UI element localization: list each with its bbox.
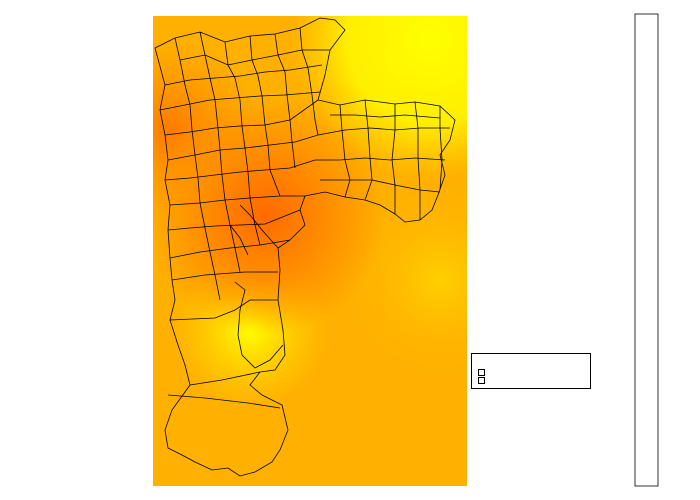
gwr-surface <box>153 16 467 486</box>
map-legend <box>471 353 591 389</box>
city-outline <box>154 17 456 477</box>
gwr-map <box>153 16 467 486</box>
district-boundaries <box>154 17 456 477</box>
legend-item-origin <box>478 368 490 376</box>
legend-item-destination <box>478 376 490 384</box>
origin-swatch <box>478 368 485 376</box>
colorbar <box>634 13 659 487</box>
colorbar-scale <box>634 13 659 487</box>
destination-swatch <box>478 376 485 384</box>
